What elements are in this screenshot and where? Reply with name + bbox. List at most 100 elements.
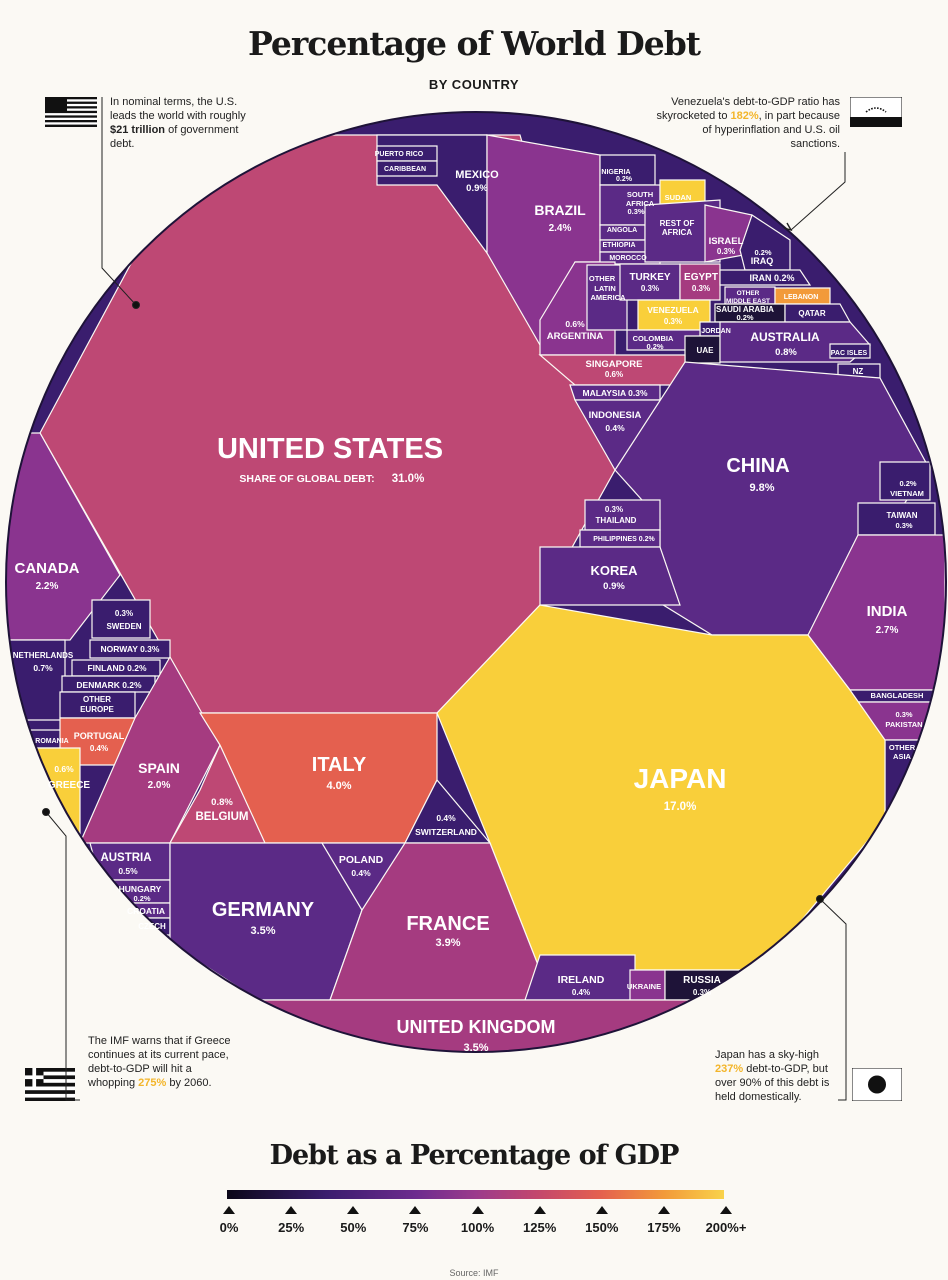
turkey-label: TURKEY <box>629 272 670 283</box>
other-latam-label-2: LATIN <box>594 284 616 293</box>
belgium-value: 0.8% <box>211 797 233 808</box>
argentina-label: ARGENTINA <box>547 331 604 342</box>
saudi-label: SAUDI ARABIA <box>716 305 774 314</box>
nigeria-label: NIGERIA <box>601 169 630 176</box>
us-share-label: SHARE OF GLOBAL DEBT: <box>239 473 374 485</box>
venezuela-note: Venezuela's debt-to-GDP ratio has skyroc… <box>656 96 840 150</box>
thailand-label: THAILAND <box>596 516 637 525</box>
legend-tick-marker <box>533 1206 546 1214</box>
legend-tick-marker <box>471 1206 484 1214</box>
greece-value: 0.6% <box>54 764 74 774</box>
canada-value: 2.2% <box>36 581 59 592</box>
saudi-value: 0.2% <box>736 313 753 322</box>
page-subtitle: BY COUNTRY <box>428 77 520 92</box>
greece-note: The IMF warns that if Greece continues a… <box>88 1035 231 1089</box>
israel-value: 0.3% <box>717 247 735 256</box>
norway-label: NORWAY 0.3% <box>101 644 160 654</box>
legend-tick-marker <box>409 1206 422 1214</box>
other-latam-label-3: AMERICA <box>591 293 627 302</box>
other-asia-label: OTHER <box>889 743 916 752</box>
germany-value: 3.5% <box>250 925 275 937</box>
iraq-label: IRAQ <box>751 256 774 266</box>
colombia-value: 0.2% <box>646 342 663 351</box>
switzerland-label: SWITZERLAND <box>415 827 477 837</box>
vietnam-cell <box>879 461 931 501</box>
venezuela-leader-line <box>790 152 846 231</box>
ireland-label: IRELAND <box>558 974 605 986</box>
russia-value: 0.3% <box>693 988 711 997</box>
korea-cell <box>539 546 681 606</box>
venezuela-value: 0.3% <box>664 317 682 326</box>
uae-cell <box>684 335 721 364</box>
poland-label: POLAND <box>339 854 384 866</box>
rest-africa-cell <box>644 199 721 263</box>
us-flag-icon <box>45 97 97 127</box>
legend-tick-marker <box>720 1206 732 1214</box>
italy-label: ITALY <box>312 754 367 776</box>
legend-tick-label: 150% <box>585 1220 619 1235</box>
other-asia-label-2: ASIA <box>893 752 912 761</box>
indonesia-value: 0.4% <box>605 423 625 433</box>
india-label: INDIA <box>867 603 908 620</box>
taiwan-value: 0.3% <box>895 521 912 530</box>
uae-label: UAE <box>697 346 715 355</box>
japan-label: JAPAN <box>634 763 727 794</box>
denmark-label: DENMARK 0.2% <box>76 680 142 690</box>
venezuela-flag-icon <box>850 97 902 127</box>
romania-label: ROMANIA <box>35 738 68 745</box>
pakistan-label: PAKISTAN <box>885 720 922 729</box>
spain-value: 2.0% <box>148 780 171 791</box>
egypt-cell <box>679 263 721 301</box>
uk-value: 3.5% <box>463 1042 488 1054</box>
egypt-label: EGYPT <box>684 272 718 283</box>
legend-tick-marker <box>285 1206 298 1214</box>
jordan-label: JORDAN <box>701 328 731 335</box>
greece-cell <box>19 747 81 844</box>
bangladesh-label: BANGLADESH <box>871 691 924 700</box>
korea-value: 0.9% <box>603 581 625 592</box>
iran-label: IRAN 0.2% <box>749 273 794 283</box>
debt-voronoi-chart: UNITED STATES SHARE OF GLOBAL DEBT: 31.0%… <box>5 97 947 1101</box>
japan-value: 17.0% <box>664 801 697 813</box>
germany-label: GERMANY <box>212 899 315 921</box>
china-value: 9.8% <box>749 482 774 494</box>
page-title: Percentage of World Debt <box>247 24 701 63</box>
legend-tick-label: 125% <box>523 1220 557 1235</box>
hungary-value: 0.2% <box>133 894 150 903</box>
malaysia-label: MALAYSIA 0.3% <box>582 388 647 398</box>
rest-africa-label: REST OF <box>660 219 695 228</box>
south-africa-label-2: AFRICA <box>626 199 655 208</box>
legend-title: Debt as a Percentage of GDP <box>269 1140 680 1171</box>
australia-value: 0.8% <box>775 347 797 358</box>
hungary-label: HUNGARY <box>119 884 162 894</box>
legend-tick-label: 175% <box>647 1220 681 1235</box>
legend-tick-label: 25% <box>278 1220 305 1235</box>
other-europe-label-2: EUROPE <box>80 705 114 714</box>
thailand-value: 0.3% <box>605 505 623 514</box>
colombia-label: COLOMBIA <box>633 334 674 343</box>
sweden-label: SWEDEN <box>106 622 141 631</box>
other-latam-label: OTHER <box>589 274 616 283</box>
france-label: FRANCE <box>406 913 489 935</box>
japan-leader-line <box>819 898 847 1101</box>
sweden-value: 0.3% <box>115 609 133 618</box>
germany-cell <box>169 842 363 1001</box>
france-value: 3.9% <box>435 937 460 949</box>
us-share-value: 31.0% <box>392 473 425 485</box>
iran-cell <box>719 269 812 286</box>
angola-label: ANGOLA <box>607 227 637 234</box>
singapore-label: SINGAPORE <box>585 359 642 370</box>
taiwan-label: TAIWAN <box>887 511 918 520</box>
puerto-rico-label: PUERTO RICO <box>375 151 424 158</box>
argentina-value: 0.6% <box>565 319 585 329</box>
austria-value: 0.5% <box>118 866 138 876</box>
turkey-value: 0.3% <box>641 284 659 293</box>
portugal-label: PORTUGAL <box>74 731 125 741</box>
czech-label: CZECH <box>138 922 166 931</box>
caribbean-cell <box>376 160 438 177</box>
other-mideast-label-2: MIDDLE EAST <box>726 298 770 305</box>
sweden-cell <box>91 599 151 639</box>
ukraine-label: UKRAINE <box>627 982 661 991</box>
egypt-value: 0.3% <box>692 284 710 293</box>
brazil-value: 2.4% <box>549 223 572 234</box>
